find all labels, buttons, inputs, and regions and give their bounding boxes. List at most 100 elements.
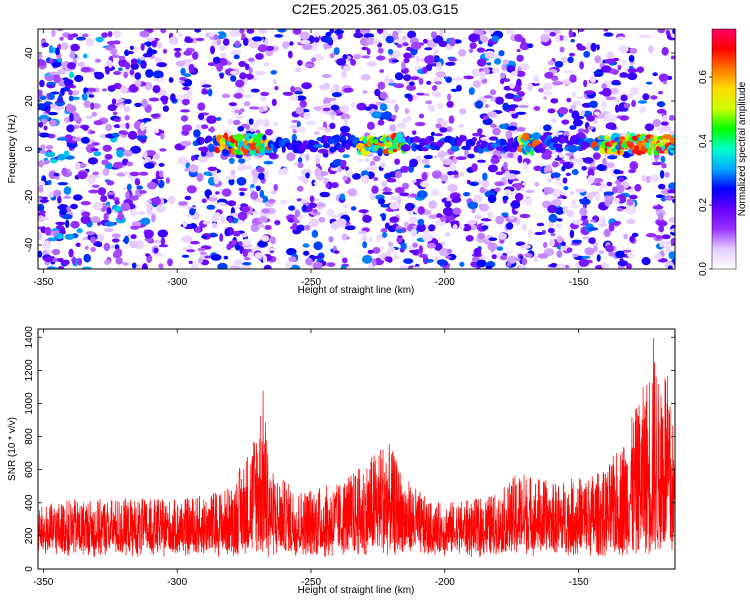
heatmap-cell — [519, 213, 531, 219]
heatmap-cell — [618, 45, 629, 53]
heatmap-cell — [277, 29, 287, 33]
heatmap-cell — [112, 71, 122, 75]
heatmap-cell — [545, 164, 552, 172]
heatmap-cell — [601, 65, 612, 73]
heatmap-cell — [233, 92, 243, 99]
heatmap-cell — [543, 29, 553, 33]
heatmap-signal-cell — [564, 135, 569, 143]
heatmap-cell — [141, 263, 148, 269]
heatmap-cell — [45, 73, 50, 77]
heatmap-cell — [87, 157, 99, 165]
heatmap-cell — [91, 111, 98, 117]
heatmap-cell — [101, 159, 109, 166]
heatmap-cell — [542, 82, 553, 91]
heatmap-cell — [544, 71, 554, 79]
heatmap-cell — [445, 126, 453, 133]
heatmap-cell — [266, 247, 277, 251]
heatmap-signal-cell — [428, 135, 434, 142]
heatmap-cell — [664, 195, 675, 201]
heatmap-cell — [360, 74, 371, 81]
heatmap-cell — [167, 195, 176, 204]
heatmap-cell — [219, 233, 224, 242]
heatmap-cell — [140, 60, 147, 69]
heatmap-cell — [433, 155, 439, 159]
heatmap-cell — [394, 104, 399, 113]
heatmap-cell — [328, 97, 337, 102]
heatmap-cell — [428, 104, 436, 112]
heatmap-cell — [95, 243, 103, 248]
heatmap-cell — [660, 155, 666, 163]
heatmap-cell — [598, 188, 604, 193]
heatmap-cell — [495, 96, 504, 105]
heatmap-cell — [38, 53, 43, 61]
heatmap-cell — [257, 240, 268, 248]
heatmap-cell — [592, 178, 604, 183]
heatmap-cell — [662, 114, 668, 122]
heatmap-cell — [565, 172, 572, 176]
heatmap-cell — [583, 157, 594, 164]
heatmap-cell — [527, 229, 533, 238]
heatmap-cell — [333, 29, 345, 35]
heatmap-cell — [189, 223, 198, 229]
heatmap-cell — [587, 126, 595, 130]
heatmap-cell — [487, 194, 497, 204]
heatmap-cell — [557, 218, 563, 222]
heatmap-cell — [376, 234, 384, 240]
heatmap-cell — [570, 191, 575, 196]
heatmap-cell — [389, 202, 401, 210]
heatmap-cell — [438, 40, 448, 47]
heatmap-cell — [425, 100, 433, 105]
heatmap-cell — [408, 216, 418, 224]
heatmap-cell — [82, 266, 92, 269]
heatmap-cell — [162, 48, 168, 54]
heatmap-cell — [93, 151, 102, 157]
heatmap-cell — [506, 262, 512, 267]
heatmap-cell — [90, 236, 96, 244]
heatmap-cell — [123, 106, 131, 113]
heatmap-cell — [403, 74, 412, 81]
heatmap-cell — [57, 153, 66, 161]
heatmap-cell — [605, 96, 617, 101]
heatmap-signal-cell — [567, 144, 578, 153]
heatmap-cell — [118, 67, 123, 71]
heatmap-cell — [491, 254, 497, 260]
heatmap-cell — [110, 244, 116, 249]
heatmap-cell — [411, 179, 417, 183]
heatmap-cell — [583, 50, 591, 58]
heatmap-cell — [477, 232, 486, 240]
heatmap-cell — [495, 171, 504, 176]
heatmap-cell — [180, 140, 192, 147]
heatmap-cell — [70, 220, 80, 229]
heatmap-cell — [141, 98, 148, 108]
heatmap-cell — [446, 248, 453, 254]
heatmap-cell — [300, 199, 309, 203]
heatmap-cell — [154, 57, 162, 64]
heatmap-cell — [509, 82, 516, 89]
heatmap-cell — [623, 233, 629, 240]
heatmap-cell — [322, 107, 331, 112]
heatmap-cell — [129, 45, 134, 50]
heatmap-cell — [234, 204, 241, 209]
heatmap-cell — [490, 123, 497, 128]
heatmap-cell — [656, 127, 665, 131]
heatmap-cell — [38, 89, 43, 98]
heatmap-cell — [123, 150, 133, 157]
heatmap-cell — [376, 55, 386, 61]
heatmap-cell — [417, 218, 425, 226]
heatmap-cell — [492, 35, 500, 43]
heatmap-cell — [602, 157, 607, 166]
heatmap-cell — [467, 153, 475, 159]
heatmap-cell — [304, 63, 313, 68]
heatmap-cell — [498, 138, 507, 147]
heatmap-cell — [302, 243, 310, 248]
heatmap-cell — [371, 258, 377, 267]
heatmap-cell — [129, 171, 140, 177]
heatmap-cell — [305, 120, 316, 126]
heatmap-cell — [48, 45, 54, 54]
heatmap-cell — [452, 224, 458, 230]
heatmap-cell — [120, 202, 131, 212]
heatmap-cell — [216, 63, 224, 72]
heatmap-cell — [618, 176, 625, 182]
heatmap-cell — [82, 33, 89, 38]
heatmap-cell — [93, 120, 104, 126]
